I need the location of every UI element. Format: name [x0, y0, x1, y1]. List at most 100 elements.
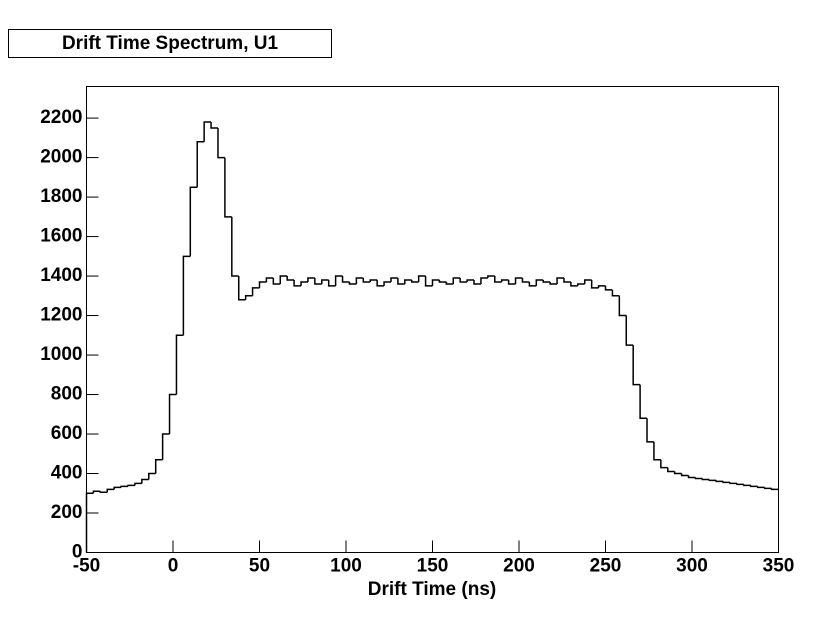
histogram-bin	[604, 285, 613, 291]
y-tick-label: 800	[51, 384, 83, 405]
histogram-bin	[376, 280, 385, 287]
histogram-bin	[237, 276, 246, 301]
y-tick-label: 600	[51, 423, 83, 444]
histogram-bin	[300, 281, 308, 286]
histogram-bin	[763, 487, 772, 490]
histogram-bin	[500, 279, 509, 282]
histogram-bin	[528, 281, 537, 287]
y-tick-label: 1800	[40, 186, 82, 207]
histogram-bin	[154, 458, 163, 474]
histogram-bin	[258, 281, 267, 288]
histogram-bin	[369, 279, 378, 282]
x-axis-label: Drift Time (ns)	[368, 579, 496, 600]
histogram-bin	[556, 277, 564, 284]
histogram-bin	[708, 479, 717, 482]
histogram-bin	[231, 216, 239, 277]
x-tick-label: 150	[417, 556, 449, 577]
histogram-bin	[148, 472, 156, 480]
histogram-bin	[182, 255, 191, 336]
histogram-bin	[736, 483, 744, 486]
histogram-bin	[653, 441, 661, 461]
histogram-bin	[507, 280, 516, 285]
histogram-bin	[459, 278, 468, 283]
histogram-bin	[549, 281, 558, 285]
histogram-bin	[480, 277, 488, 284]
histogram-bin	[577, 283, 585, 286]
x-tick-label: -50	[73, 556, 100, 577]
histogram-bin	[494, 276, 502, 283]
x-tick-label: 250	[590, 556, 622, 577]
histogram-bin	[161, 433, 170, 460]
histogram-bin	[466, 279, 475, 282]
histogram-bin	[715, 480, 724, 483]
plot-frame	[86, 86, 779, 553]
histogram-bin	[424, 276, 433, 287]
histogram-bin	[667, 467, 675, 473]
histogram-bin	[729, 482, 737, 485]
histogram-bin	[390, 277, 398, 282]
y-tick-label: 0	[72, 542, 83, 563]
histogram-bin	[521, 278, 530, 283]
x-tick-label: 300	[676, 556, 708, 577]
histogram-bin	[120, 485, 129, 488]
histogram-bin	[535, 279, 544, 286]
y-tick-label: 2200	[40, 107, 82, 128]
histogram-bin	[542, 280, 551, 283]
histogram-bin	[514, 277, 523, 284]
histogram-bin	[632, 345, 641, 386]
histogram-bin	[570, 281, 578, 287]
histogram-bin	[106, 488, 115, 493]
histogram-bin	[286, 276, 295, 281]
histogram-bin	[224, 157, 232, 218]
histogram-bin	[646, 418, 654, 443]
histogram-bin	[314, 278, 322, 285]
histogram-bin	[334, 275, 343, 286]
histogram-bin	[127, 484, 135, 487]
histogram-bin	[694, 477, 703, 480]
histogram-bin	[611, 289, 620, 297]
chart-title: Drift Time Spectrum, U1	[62, 33, 279, 54]
histogram-bin	[473, 280, 481, 285]
histogram-bin	[92, 490, 101, 494]
x-tick-label: 350	[763, 556, 795, 577]
histogram-bin	[272, 278, 281, 285]
x-tick-label: 0	[168, 556, 179, 577]
y-tick-label: 1600	[40, 226, 82, 247]
histogram-bin	[348, 281, 357, 285]
histogram-bin	[770, 488, 779, 491]
histogram-bin	[410, 280, 419, 283]
histogram-bin	[307, 277, 315, 282]
histogram-bin	[431, 279, 440, 286]
y-tick-label: 200	[51, 502, 83, 523]
histogram-bin	[196, 141, 205, 188]
histogram-bin	[362, 278, 371, 283]
histogram-bin	[251, 287, 260, 296]
histogram-bin	[597, 285, 606, 288]
histogram-bin	[452, 277, 461, 284]
histogram-bin	[321, 279, 329, 284]
histogram-bin	[355, 277, 364, 284]
histogram-bin	[189, 186, 198, 257]
title-box	[8, 29, 332, 58]
histogram-bin	[722, 481, 731, 484]
histogram-bin	[756, 486, 765, 489]
histogram-bin	[750, 485, 758, 488]
x-tick-label: 200	[503, 556, 535, 577]
y-tick-label: 2000	[40, 147, 82, 168]
histogram-bin	[563, 278, 571, 283]
histogram-bin	[383, 281, 391, 286]
histogram-bin	[743, 484, 751, 487]
x-tick-label: 100	[330, 556, 362, 577]
histogram-bin	[279, 275, 288, 284]
histogram-bin	[673, 471, 682, 475]
histogram-bin	[113, 486, 122, 490]
histogram-bin	[397, 278, 405, 285]
histogram-bin	[417, 275, 426, 282]
histogram-bin	[85, 492, 94, 553]
histogram-bin	[487, 275, 495, 279]
y-tick-label: 1400	[40, 265, 82, 286]
y-tick-label: 1000	[40, 344, 82, 365]
histogram-bin	[583, 279, 592, 284]
histogram-bin	[327, 280, 336, 287]
